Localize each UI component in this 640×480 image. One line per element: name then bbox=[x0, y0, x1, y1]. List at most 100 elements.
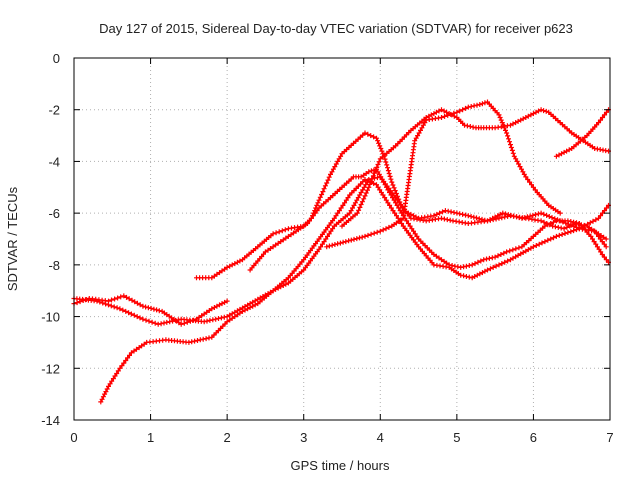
data-point-marker bbox=[387, 202, 393, 208]
data-point-marker bbox=[129, 297, 135, 303]
data-point-marker bbox=[383, 226, 389, 232]
data-point-marker bbox=[374, 229, 380, 235]
data-point-marker bbox=[508, 145, 514, 150]
data-point-marker bbox=[431, 213, 437, 219]
data-point-marker bbox=[599, 252, 605, 257]
data-point-marker bbox=[477, 102, 483, 107]
data-point-marker bbox=[134, 314, 140, 320]
data-point-marker bbox=[382, 182, 388, 188]
data-point-marker bbox=[218, 315, 224, 321]
data-point-marker bbox=[224, 264, 230, 270]
data-point-marker bbox=[365, 178, 371, 184]
data-point-marker bbox=[463, 105, 468, 111]
data-point-marker bbox=[440, 209, 445, 215]
data-point-marker bbox=[603, 244, 609, 250]
data-point-marker bbox=[126, 296, 132, 302]
data-point-marker bbox=[472, 274, 478, 279]
data-point-marker bbox=[530, 244, 536, 250]
data-point-marker bbox=[418, 127, 423, 133]
data-point-marker bbox=[478, 258, 484, 264]
data-point-marker bbox=[121, 293, 127, 299]
data-point-marker bbox=[474, 102, 480, 108]
data-point-marker bbox=[195, 338, 200, 343]
data-point-marker bbox=[355, 195, 361, 201]
data-point-marker bbox=[378, 146, 384, 151]
data-point-marker bbox=[509, 147, 515, 153]
data-point-marker bbox=[444, 217, 450, 223]
data-point-marker bbox=[103, 389, 109, 395]
data-point-marker bbox=[416, 130, 422, 136]
data-point-marker bbox=[119, 363, 125, 369]
data-point-marker bbox=[352, 200, 358, 206]
data-point-marker bbox=[470, 124, 476, 130]
data-point-marker bbox=[354, 236, 360, 242]
x-tick-label: 4 bbox=[377, 430, 384, 445]
data-point-marker bbox=[467, 124, 473, 129]
data-point-marker bbox=[602, 112, 607, 118]
data-point-marker bbox=[539, 240, 545, 246]
data-point-marker bbox=[362, 130, 368, 136]
data-point-marker bbox=[413, 214, 419, 220]
series-track-7 bbox=[324, 99, 563, 250]
data-point-marker bbox=[374, 182, 379, 188]
data-point-marker bbox=[553, 233, 559, 239]
data-point-marker bbox=[482, 217, 488, 223]
data-point-marker bbox=[596, 231, 601, 237]
data-point-marker bbox=[543, 108, 549, 114]
data-point-marker bbox=[497, 115, 503, 120]
data-point-marker bbox=[356, 207, 362, 213]
data-point-marker bbox=[385, 200, 391, 206]
data-point-marker bbox=[568, 219, 574, 224]
data-point-marker bbox=[542, 223, 548, 229]
data-point-marker bbox=[508, 142, 513, 148]
data-point-marker bbox=[530, 111, 536, 117]
data-point-marker bbox=[507, 139, 512, 145]
data-point-marker bbox=[335, 158, 341, 164]
data-point-marker bbox=[558, 225, 564, 231]
data-point-marker bbox=[330, 226, 336, 232]
data-point-marker bbox=[117, 365, 123, 371]
data-point-marker bbox=[407, 223, 413, 229]
data-point-marker bbox=[454, 210, 460, 216]
data-point-marker bbox=[332, 164, 338, 170]
data-point-marker bbox=[325, 233, 330, 239]
data-point-marker bbox=[232, 309, 238, 315]
data-point-marker bbox=[552, 224, 558, 230]
data-point-marker bbox=[502, 259, 508, 265]
data-point-marker bbox=[137, 315, 143, 321]
data-point-marker bbox=[497, 211, 503, 217]
data-point-marker bbox=[140, 303, 146, 309]
data-point-marker bbox=[544, 212, 550, 218]
data-point-marker bbox=[387, 173, 393, 179]
data-point-marker bbox=[439, 115, 444, 120]
data-point-marker bbox=[481, 257, 487, 263]
data-point-marker bbox=[506, 136, 511, 142]
data-point-marker bbox=[324, 244, 330, 250]
data-point-marker bbox=[126, 310, 132, 316]
data-point-marker bbox=[360, 187, 366, 193]
data-point-marker bbox=[510, 247, 516, 253]
data-point-marker bbox=[204, 309, 210, 315]
data-point-marker bbox=[414, 233, 420, 239]
data-point-marker bbox=[358, 174, 364, 180]
data-point-marker bbox=[386, 224, 392, 230]
data-series bbox=[71, 99, 611, 405]
y-tick-label: 0 bbox=[53, 51, 60, 66]
data-point-marker bbox=[451, 110, 457, 116]
data-point-marker bbox=[332, 242, 338, 247]
data-point-marker bbox=[496, 112, 502, 118]
data-point-marker bbox=[104, 386, 110, 392]
data-point-marker bbox=[482, 268, 488, 274]
data-point-marker bbox=[318, 244, 324, 250]
x-tick-label: 2 bbox=[224, 430, 231, 445]
data-point-marker bbox=[513, 246, 519, 252]
data-point-marker bbox=[366, 169, 372, 175]
data-point-marker bbox=[545, 237, 551, 243]
y-tick-label: -10 bbox=[41, 310, 60, 325]
data-point-marker bbox=[351, 202, 357, 208]
data-point-marker bbox=[504, 130, 510, 136]
data-point-marker bbox=[570, 222, 576, 228]
data-point-marker bbox=[340, 239, 346, 245]
data-point-marker bbox=[565, 230, 571, 235]
data-point-marker bbox=[525, 247, 531, 253]
